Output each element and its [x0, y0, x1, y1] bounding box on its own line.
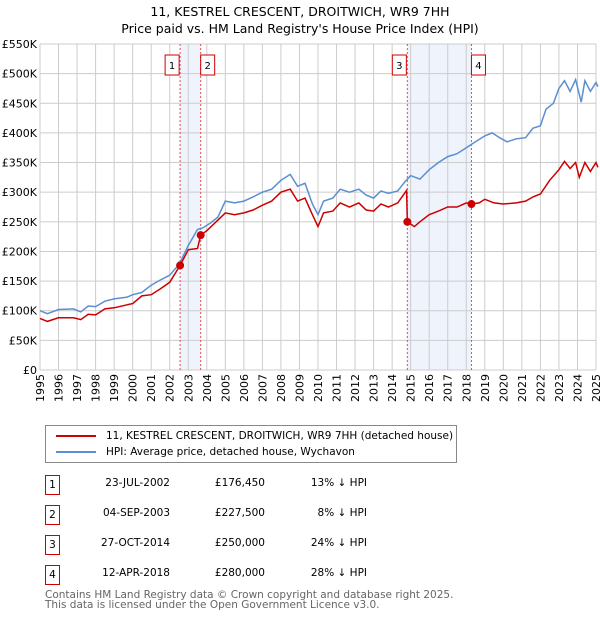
x-tick-label: 2013	[368, 374, 381, 402]
x-tick-label: 1998	[90, 374, 103, 402]
sale-label: 3	[396, 61, 402, 72]
sale-point	[196, 231, 205, 240]
x-tick-label: 2011	[331, 374, 344, 402]
x-tick-label: 1997	[71, 374, 84, 402]
x-tick-label: 1999	[108, 374, 121, 402]
x-tick-label: 2025	[590, 374, 600, 402]
x-tick-label: 2007	[256, 374, 269, 402]
x-tick-label: 2001	[145, 374, 158, 402]
y-tick-label: £500K	[2, 68, 38, 81]
x-tick-label: 2005	[219, 374, 232, 402]
legend-item-hpi: HPI: Average price, detached house, Wych…	[56, 446, 355, 458]
x-tick-label: 2022	[534, 374, 547, 402]
x-tick-label: 2002	[164, 374, 177, 402]
sale-label-box	[470, 54, 486, 76]
sale-point	[403, 217, 412, 226]
y-tick-label: £100K	[2, 305, 38, 318]
y-tick-label: £400K	[2, 127, 38, 140]
legend-item-property: 11, KESTREL CRESCENT, DROITWICH, WR9 7HH…	[56, 430, 453, 442]
sale-label: 2	[204, 61, 210, 72]
sale-label-box	[200, 54, 216, 76]
x-tick-label: 2016	[423, 374, 436, 402]
x-tick-label: 2003	[182, 374, 195, 402]
series-line	[39, 160, 599, 323]
sale-label-box	[391, 54, 407, 76]
x-tick-label: 2018	[460, 374, 473, 402]
legend-swatch	[56, 435, 96, 437]
x-tick-label: 2008	[275, 374, 288, 402]
y-tick-label: £150K	[2, 275, 38, 288]
sale-label: 1	[169, 61, 175, 72]
y-tick-label: £350K	[2, 157, 38, 170]
x-tick-label: 2021	[516, 374, 529, 402]
x-tick-label: 2012	[349, 374, 362, 402]
price-chart: 1995 1996 1997 1998 1999 2000 2001 2002 2003 2004…	[2, 38, 600, 402]
sale-point	[467, 200, 476, 209]
x-tick-label: 2017	[442, 374, 455, 402]
x-tick-label: 2019	[479, 374, 492, 402]
series-line	[39, 77, 599, 315]
y-tick-label: £200K	[2, 245, 38, 258]
shaded-range	[407, 44, 472, 370]
title: 11, KESTREL CRESCENT, DROITWICH, WR9 7HH	[150, 4, 450, 19]
y-tick-label: £50K	[9, 334, 38, 347]
x-tick-label: 1995	[34, 374, 47, 402]
x-tick-label: 2024	[571, 374, 584, 402]
x-tick-label: 2010	[312, 374, 325, 402]
x-tick-label: 2009	[293, 374, 306, 402]
shaded-range	[180, 44, 201, 370]
y-tick-label: £550K	[2, 38, 38, 51]
x-tick-label: 2004	[201, 374, 214, 402]
y-tick-label: £0	[23, 364, 37, 377]
subtitle: Price paid vs. HM Land Registry's House …	[121, 21, 479, 36]
x-tick-label: 1996	[53, 374, 66, 402]
y-tick-label: £300K	[2, 186, 38, 199]
sale-label: 4	[475, 61, 481, 72]
x-tick-label: 2015	[405, 374, 418, 402]
y-tick-label: £450K	[2, 97, 38, 110]
x-tick-label: 2000	[127, 374, 140, 402]
sale-label-box	[164, 54, 180, 76]
x-tick-label: 2020	[497, 374, 510, 402]
footer: Contains HM Land Registry data © Crown c…	[45, 589, 454, 611]
x-tick-label: 2023	[553, 374, 566, 402]
chart-title: 11, KESTREL CRESCENT, DROITWICH, WR9 7HH…	[0, 3, 600, 37]
legend: 11, KESTREL CRESCENT, DROITWICH, WR9 7HH…	[45, 425, 457, 463]
legend-swatch	[56, 451, 96, 453]
y-tick-label: £250K	[2, 216, 38, 229]
x-tick-label: 2014	[386, 374, 399, 402]
sale-point	[176, 261, 185, 270]
x-tick-label: 2006	[238, 374, 251, 402]
